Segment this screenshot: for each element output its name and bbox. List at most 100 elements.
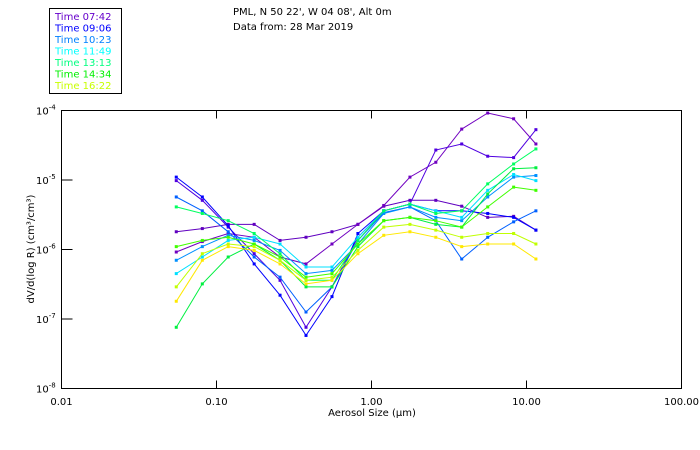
data-point xyxy=(174,258,178,262)
data-point xyxy=(356,242,360,246)
data-point xyxy=(512,175,516,179)
y-axis-label: dV/d(log R) (cm³/cm³) xyxy=(26,194,37,303)
legend-entry: Time 10:23 xyxy=(54,35,111,46)
data-point xyxy=(252,242,256,246)
data-point xyxy=(252,238,256,242)
legend-entry: Time 13:13 xyxy=(54,58,111,69)
series-11 xyxy=(174,222,538,289)
data-point xyxy=(304,310,308,314)
data-point xyxy=(486,205,490,209)
data-point xyxy=(356,245,360,249)
data-point xyxy=(252,245,256,249)
data-point xyxy=(304,275,308,279)
data-point xyxy=(252,235,256,239)
data-point xyxy=(408,222,412,226)
data-point xyxy=(434,228,438,232)
data-point xyxy=(382,225,386,229)
data-point xyxy=(304,235,308,239)
data-point xyxy=(304,262,308,266)
data-point xyxy=(278,293,282,297)
legend-entry: Time 14:34 xyxy=(54,70,111,81)
data-point xyxy=(534,147,538,151)
x-tick-label: 0.01 xyxy=(50,397,72,408)
data-point xyxy=(200,238,204,242)
data-point xyxy=(382,211,386,215)
data-point xyxy=(460,235,464,239)
y-tick-label: 10-4 xyxy=(36,104,56,118)
data-point xyxy=(356,231,360,235)
data-point xyxy=(434,211,438,215)
data-point xyxy=(408,205,412,209)
data-point xyxy=(278,252,282,256)
x-tick-label: 0.10 xyxy=(205,397,227,408)
series-8 xyxy=(174,147,538,282)
data-point xyxy=(330,265,334,269)
y-tick-label: 10-7 xyxy=(36,312,56,326)
data-point xyxy=(434,219,438,223)
data-point xyxy=(330,275,334,279)
x-tick-label: 10.00 xyxy=(512,397,541,408)
data-point xyxy=(174,245,178,249)
data-point xyxy=(486,242,490,246)
data-point xyxy=(460,245,464,249)
data-point xyxy=(534,166,538,170)
data-point xyxy=(434,222,438,226)
data-point xyxy=(200,245,204,249)
data-point xyxy=(174,285,178,289)
data-point xyxy=(460,142,464,146)
series-line xyxy=(176,196,537,313)
y-tick-label: 10-5 xyxy=(36,173,56,187)
data-point xyxy=(486,111,490,115)
data-point xyxy=(278,278,282,282)
data-point xyxy=(304,272,308,276)
data-point xyxy=(330,242,334,246)
data-point xyxy=(512,185,516,189)
data-point xyxy=(252,248,256,252)
data-point xyxy=(304,333,308,337)
data-point xyxy=(174,250,178,254)
data-point xyxy=(512,172,516,176)
legend-entry: Time 09:06 xyxy=(54,24,111,35)
data-point xyxy=(200,282,204,286)
data-point xyxy=(252,222,256,226)
data-point xyxy=(226,238,230,242)
legend-entry: Time 07:42 xyxy=(54,12,111,23)
data-point xyxy=(226,224,230,228)
data-point xyxy=(226,255,230,259)
data-point xyxy=(278,258,282,262)
data-point xyxy=(330,295,334,299)
data-point xyxy=(200,227,204,231)
data-point xyxy=(200,258,204,262)
data-point xyxy=(534,174,538,178)
y-axis: 10-4 10-5 10-6 10-7 10-8 xyxy=(36,104,73,396)
data-point xyxy=(460,257,464,261)
data-point xyxy=(174,205,178,209)
data-point xyxy=(278,275,282,279)
data-point xyxy=(330,272,334,276)
data-point xyxy=(304,285,308,289)
data-point xyxy=(460,215,464,219)
data-point xyxy=(486,154,490,158)
data-point xyxy=(512,220,516,224)
data-point xyxy=(486,231,490,235)
series-line xyxy=(175,167,536,328)
data-point xyxy=(200,255,204,259)
data-point xyxy=(252,255,256,259)
data-point xyxy=(512,231,516,235)
data-point xyxy=(226,235,230,239)
data-point xyxy=(356,235,360,239)
data-point xyxy=(174,175,178,179)
data-point xyxy=(200,195,204,199)
data-point xyxy=(408,202,412,206)
data-point xyxy=(486,192,490,196)
data-point xyxy=(330,285,334,289)
data-point xyxy=(486,211,490,215)
series-layer xyxy=(174,111,538,337)
data-point xyxy=(174,230,178,234)
data-point xyxy=(434,198,438,202)
data-point xyxy=(382,219,386,223)
series-12 xyxy=(174,230,538,303)
data-point xyxy=(304,282,308,286)
data-point xyxy=(382,209,386,213)
